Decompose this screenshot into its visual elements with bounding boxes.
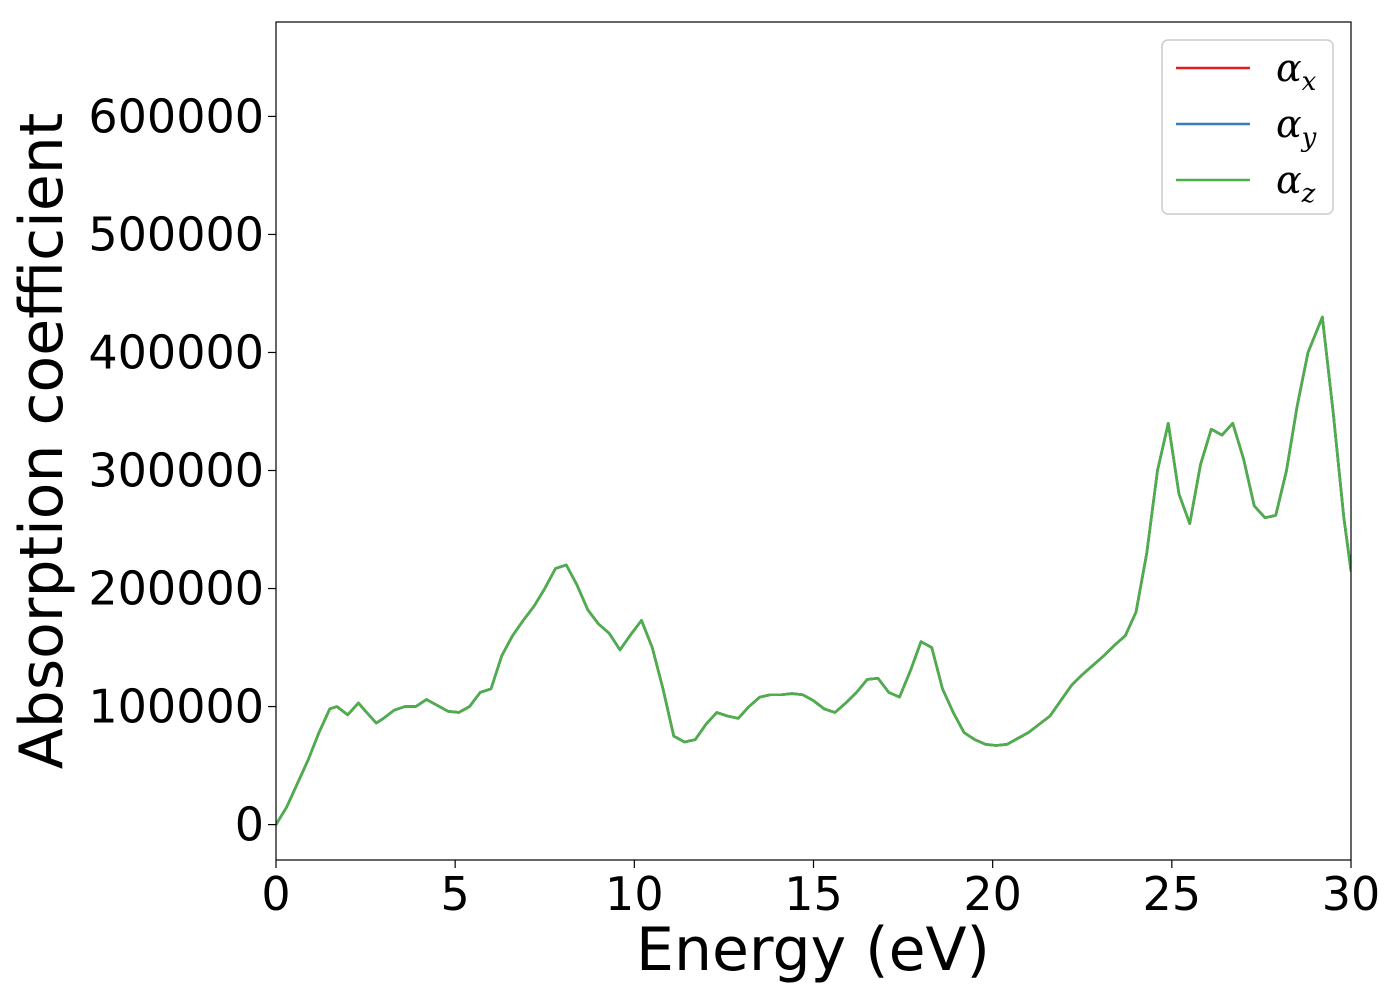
x-tick-label: 25 (1143, 867, 1202, 921)
series-line-α-z (276, 315, 1351, 826)
x-tick-label: 30 (1322, 867, 1381, 921)
x-tick-label: 0 (261, 867, 290, 921)
y-tick-label: 0 (235, 798, 264, 852)
y-tick-label: 500000 (88, 207, 264, 261)
y-axis-label: Absorption coefficient (7, 113, 77, 770)
legend-label: αz (1276, 158, 1316, 209)
x-tick-label: 5 (441, 867, 470, 921)
x-axis-label: Energy (eV) (636, 915, 990, 985)
x-tick-label: 10 (605, 867, 664, 921)
legend-label: αx (1276, 46, 1317, 97)
y-tick-label: 400000 (88, 325, 264, 379)
x-axis: 0 5 10 15 20 25 30 (261, 860, 1380, 921)
y-tick-label: 300000 (88, 444, 264, 498)
y-tick-label: 100000 (88, 680, 264, 734)
y-axis: 0 100000 200000 300000 400000 500000 600000 (88, 89, 276, 852)
y-tick-label: 600000 (88, 89, 264, 143)
series-layer (276, 315, 1351, 826)
x-tick-label: 20 (963, 867, 1022, 921)
x-tick-label: 15 (784, 867, 843, 921)
y-tick-label: 200000 (88, 562, 264, 616)
legend-box (1161, 39, 1334, 215)
legend-label: αy (1276, 102, 1317, 153)
